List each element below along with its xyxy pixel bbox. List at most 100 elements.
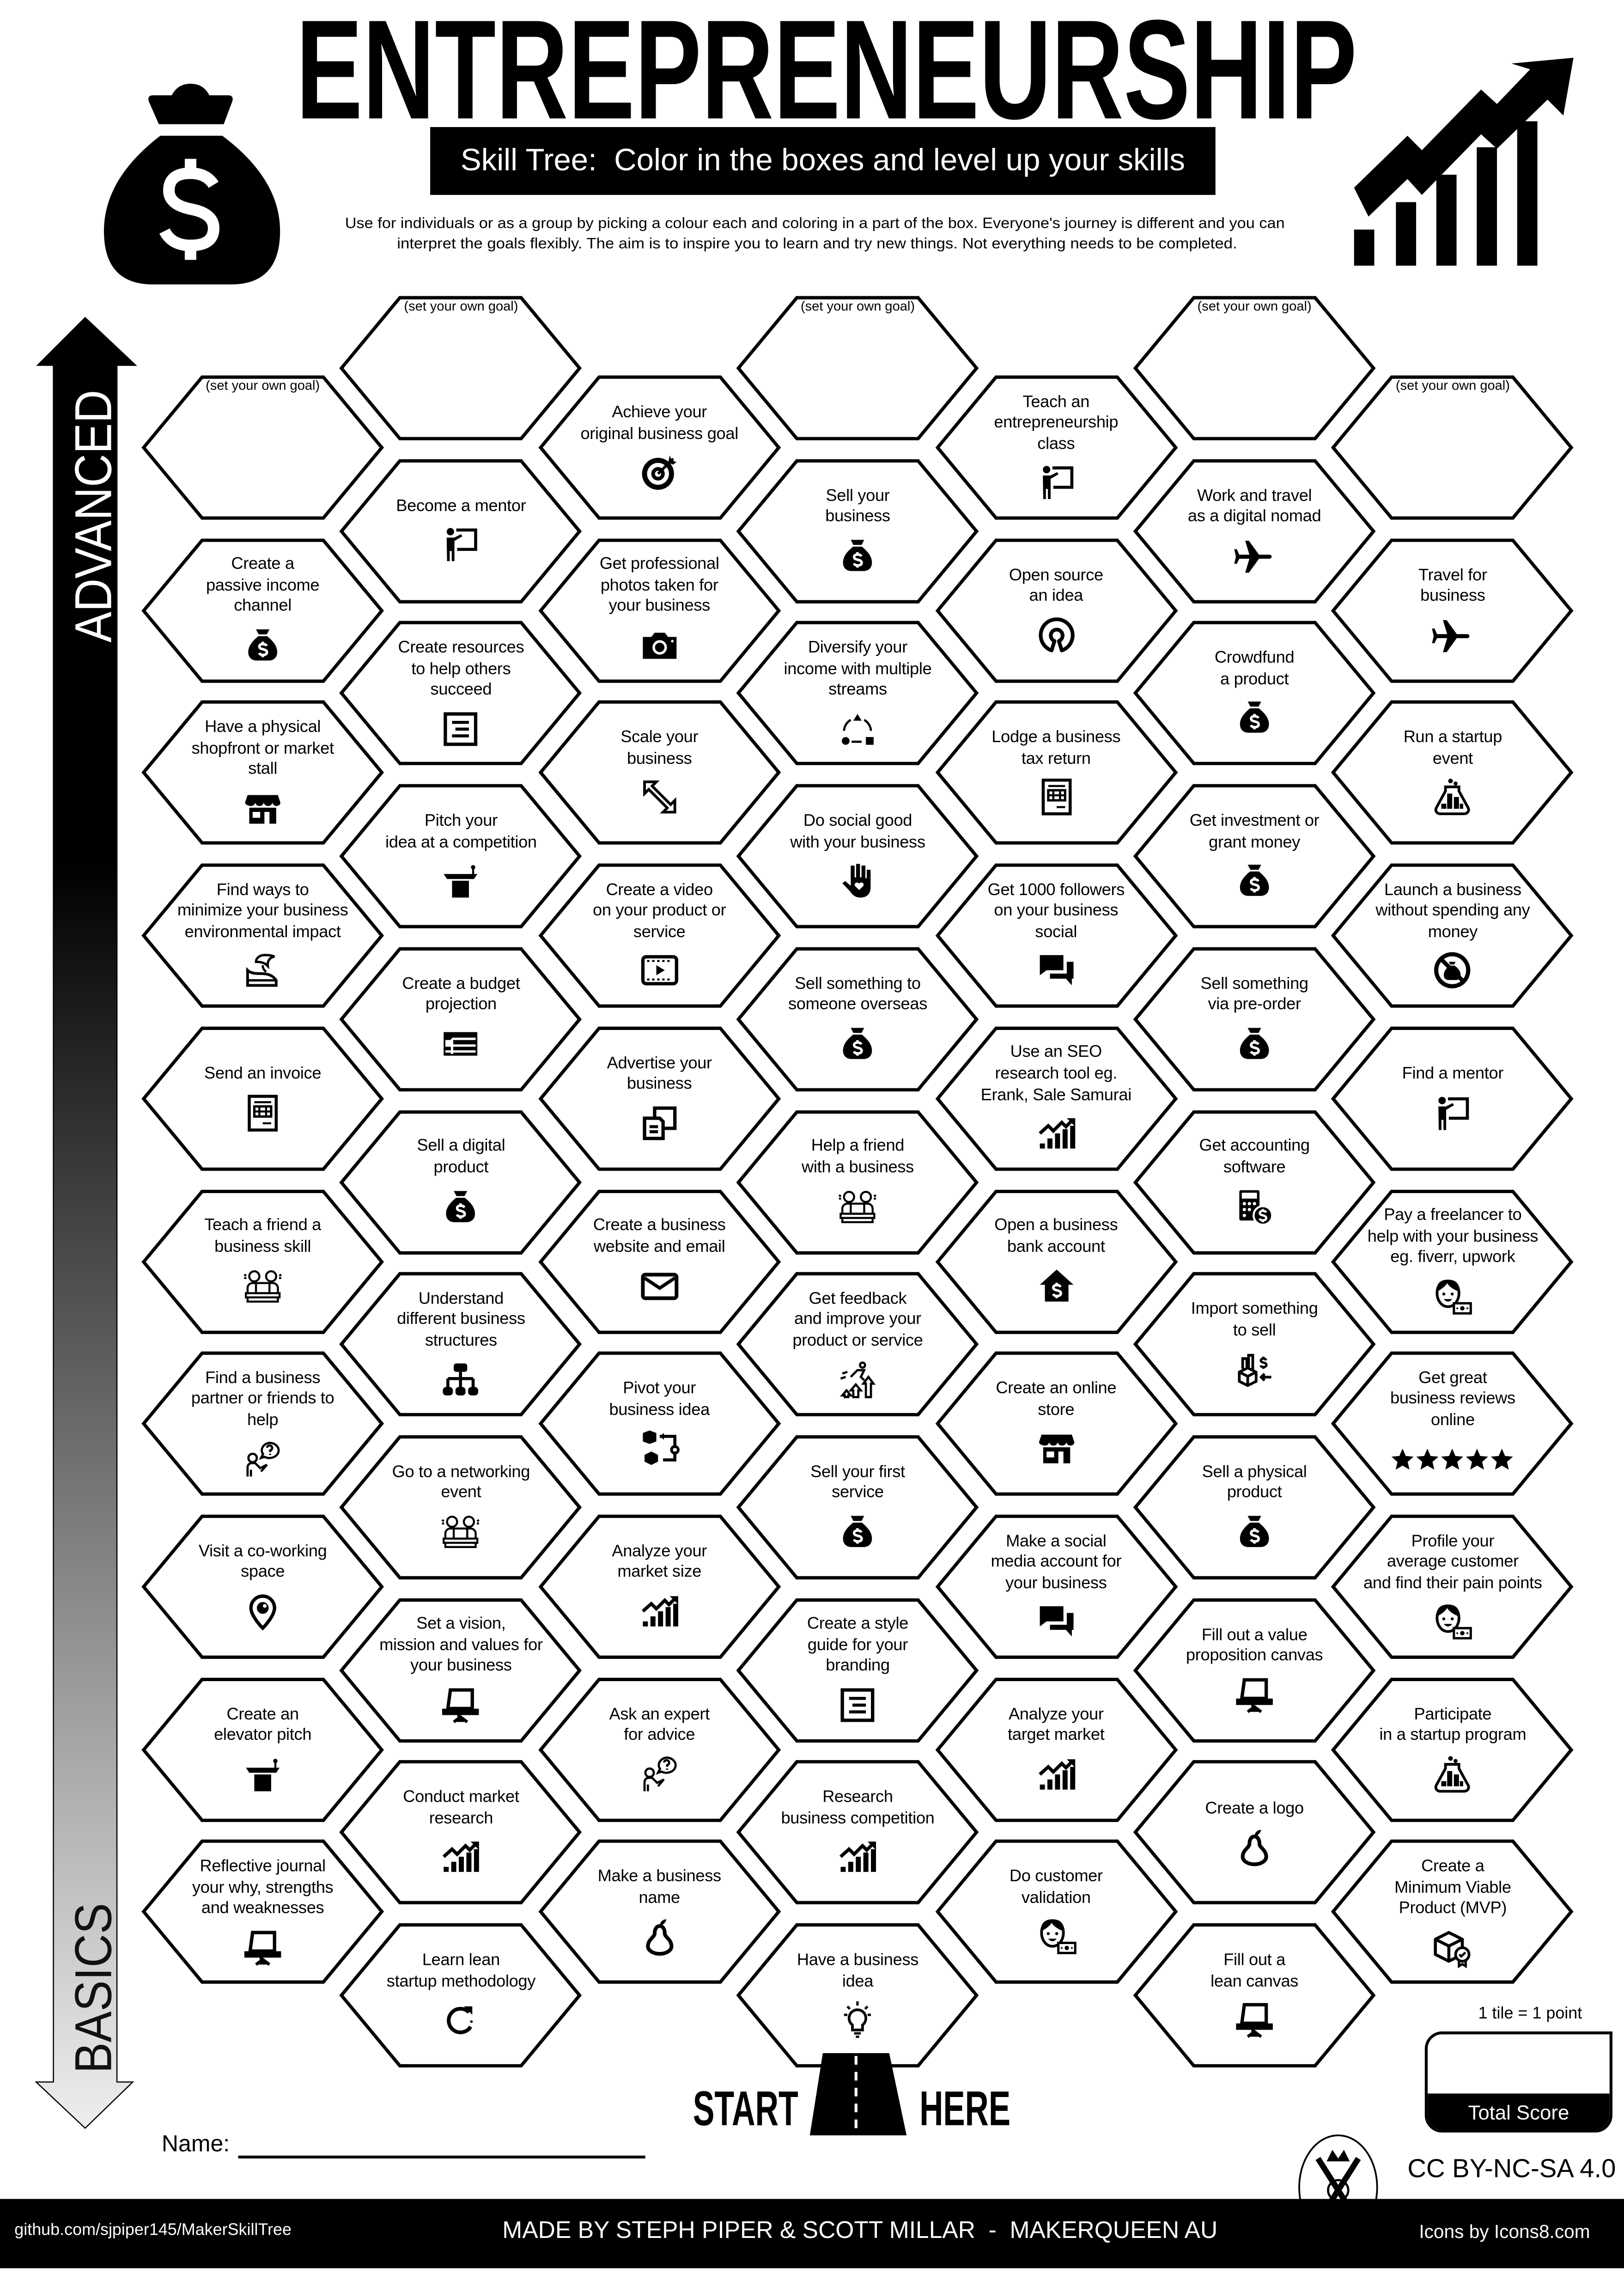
skill-tile[interactable]: Create a style guide for your branding — [736, 1597, 979, 1742]
skill-tile[interactable]: Create a Minimum Viable Product (MVP) — [1331, 1840, 1574, 1984]
skill-tile[interactable]: Sell a digital product — [340, 1110, 583, 1254]
hexagon-outline — [935, 1352, 1178, 1496]
skill-tile[interactable]: Understand different business structures — [340, 1272, 583, 1417]
skill-label: Create a budget projection — [402, 974, 520, 1014]
skill-tile[interactable]: Advertise your business — [538, 1026, 781, 1171]
repo-link[interactable]: github.com/sjpiper145/MakerSkillTree — [14, 2222, 292, 2240]
skill-tile[interactable]: Analyze your market size — [538, 1514, 781, 1659]
skill-tile[interactable]: Fill out a lean canvas — [1133, 1923, 1376, 2068]
skill-label: Teach a friend a business skill — [204, 1216, 322, 1256]
skill-tile[interactable]: Work and travel as a digital nomad — [1133, 458, 1376, 603]
skill-tile[interactable]: Reflective journal your why, strengths a… — [141, 1840, 384, 1984]
hexagon-outline — [340, 1272, 583, 1417]
plane-icon — [1234, 535, 1274, 575]
skill-tile[interactable]: Pay a freelancer to help with your busin… — [1331, 1189, 1574, 1334]
skill-tile[interactable]: Crowdfund a product — [1133, 621, 1376, 766]
skill-label: Conduct market research — [403, 1787, 519, 1828]
pivot-icon — [639, 1428, 680, 1469]
icons-credit[interactable]: Icons by Icons8.com — [1419, 2220, 1590, 2243]
skill-tile[interactable]: Sell your business — [736, 458, 979, 603]
skill-tile[interactable]: Make a business name — [538, 1840, 781, 1984]
skill-tile[interactable]: Lodge a business tax return — [935, 701, 1178, 845]
skill-tile[interactable]: Make a social media account for your bus… — [935, 1514, 1178, 1659]
skill-tile[interactable]: Fill out a value proposition canvas — [1133, 1597, 1376, 1742]
hexagon-outline — [736, 1597, 979, 1742]
skill-tile[interactable]: Sell something to someone overseas — [736, 947, 979, 1091]
skill-tile[interactable]: Create a passive income channel — [141, 538, 384, 683]
custom-goal-tile[interactable]: (set your own goal) — [1331, 375, 1574, 520]
skill-tile[interactable]: Create a logo — [1133, 1760, 1376, 1905]
skill-tile[interactable]: Analyze your target market — [935, 1677, 1178, 1822]
skill-tile[interactable]: Teach an entrepreneurship class — [935, 375, 1178, 520]
total-score-value[interactable] — [1428, 2034, 1610, 2099]
skill-tile[interactable]: Teach a friend a business skill — [141, 1189, 384, 1334]
skill-label: Open source an idea — [1009, 565, 1103, 605]
skill-tile[interactable]: Create a video on your product or servic… — [538, 863, 781, 1008]
skill-tile[interactable]: Do social good with your business — [736, 784, 979, 929]
skill-tile[interactable]: Go to a networking event — [340, 1435, 583, 1579]
skill-label: Analyze your target market — [1008, 1704, 1105, 1744]
skill-tile[interactable]: Conduct market research — [340, 1760, 583, 1905]
skill-tile[interactable]: Get 1000 followers on your business soci… — [935, 863, 1178, 1008]
skill-tile[interactable]: Diversify your income with multiple stre… — [736, 621, 979, 766]
skill-tile[interactable]: Help a friend with a business — [736, 1110, 979, 1254]
skill-tile[interactable]: Send an invoice — [141, 1026, 384, 1171]
skill-tile[interactable]: Do customer validation — [935, 1840, 1178, 1984]
hexagon-outline — [935, 701, 1178, 845]
skill-tile[interactable]: Participate in a startup program — [1331, 1677, 1574, 1822]
skill-tile[interactable]: Sell your first service — [736, 1435, 979, 1579]
custom-goal-tile[interactable]: (set your own goal) — [1133, 296, 1376, 440]
skill-tile[interactable]: Set a vision, mission and values for you… — [340, 1597, 583, 1742]
skill-tile[interactable]: Become a mentor — [340, 458, 583, 603]
skill-tile[interactable]: Find a mentor — [1331, 1026, 1574, 1171]
skill-tile[interactable]: Find ways to minimize your business envi… — [141, 863, 384, 1008]
skill-tile[interactable]: Get professional photos taken for your b… — [538, 538, 781, 683]
hexagon-outline — [538, 375, 781, 520]
skill-tile[interactable]: Create an elevator pitch — [141, 1677, 384, 1822]
skill-tile[interactable]: Create a budget projection — [340, 947, 583, 1091]
skill-tile[interactable]: Create an online store — [935, 1352, 1178, 1496]
skill-tile[interactable]: Have a business idea — [736, 1923, 979, 2068]
skill-tile[interactable]: Create resources to help others succeed — [340, 621, 583, 766]
skill-tile[interactable]: Pivot your business idea — [538, 1352, 781, 1496]
skill-tile[interactable]: Travel for business — [1331, 538, 1574, 683]
skill-tile[interactable]: Use an SEO research tool eg. Erank, Sale… — [935, 1026, 1178, 1171]
skill-tile[interactable]: Pitch your idea at a competition — [340, 784, 583, 929]
pear-icon — [639, 1916, 679, 1957]
money-bag-icon — [838, 535, 878, 575]
hexagon-outline — [538, 538, 781, 683]
skill-tile[interactable]: Achieve your original business goal — [538, 375, 781, 520]
skill-tile[interactable]: Run a startup event — [1331, 701, 1574, 845]
skill-tile[interactable]: Get great business reviews online — [1331, 1352, 1574, 1496]
skill-tile[interactable]: Find a business partner or friends to he… — [141, 1352, 384, 1496]
custom-goal-tile[interactable]: (set your own goal) — [141, 375, 384, 520]
skill-tile[interactable]: Create a business website and email — [538, 1189, 781, 1334]
skill-tile[interactable]: Open a business bank account — [935, 1189, 1178, 1334]
skill-label: Do social good with your business — [790, 811, 925, 852]
custom-goal-tile[interactable]: (set your own goal) — [736, 296, 979, 440]
hexagon-outline — [736, 296, 979, 440]
skill-tile[interactable]: Research business competition — [736, 1760, 979, 1905]
skill-tile[interactable]: Sell a physical product — [1133, 1435, 1376, 1579]
skill-tile[interactable]: Import something to sell — [1133, 1272, 1376, 1417]
skill-tile[interactable]: Learn lean startup methodology — [340, 1923, 583, 2068]
name-input[interactable] — [238, 2134, 645, 2159]
custom-goal-tile[interactable]: (set your own goal) — [340, 296, 583, 440]
skill-tile[interactable]: Get accounting software — [1133, 1110, 1376, 1254]
skill-tile[interactable]: Launch a business without spending any m… — [1331, 863, 1574, 1008]
skill-tile[interactable]: Get investment or grant money — [1133, 784, 1376, 929]
skill-tile[interactable]: Get feedback and improve your product or… — [736, 1272, 979, 1417]
skill-tile[interactable]: Profile your average customer and find t… — [1331, 1514, 1574, 1659]
skill-tile[interactable]: Sell something via pre-order — [1133, 947, 1376, 1091]
hexagon-outline — [935, 1514, 1178, 1659]
skill-tile[interactable]: Have a physical shopfront or market stal… — [141, 701, 384, 845]
skill-tile[interactable]: Open source an idea — [935, 538, 1178, 683]
total-score-box[interactable]: Total Score — [1424, 2031, 1612, 2133]
skill-label: Create an online store — [996, 1379, 1117, 1419]
hexagon-outline — [935, 1026, 1178, 1171]
skill-tile[interactable]: Visit a co-working space — [141, 1514, 384, 1659]
hexagon-outline — [1331, 1677, 1574, 1822]
skill-tile[interactable]: Scale your business — [538, 701, 781, 845]
skill-tile[interactable]: Ask an expert for advice — [538, 1677, 781, 1822]
